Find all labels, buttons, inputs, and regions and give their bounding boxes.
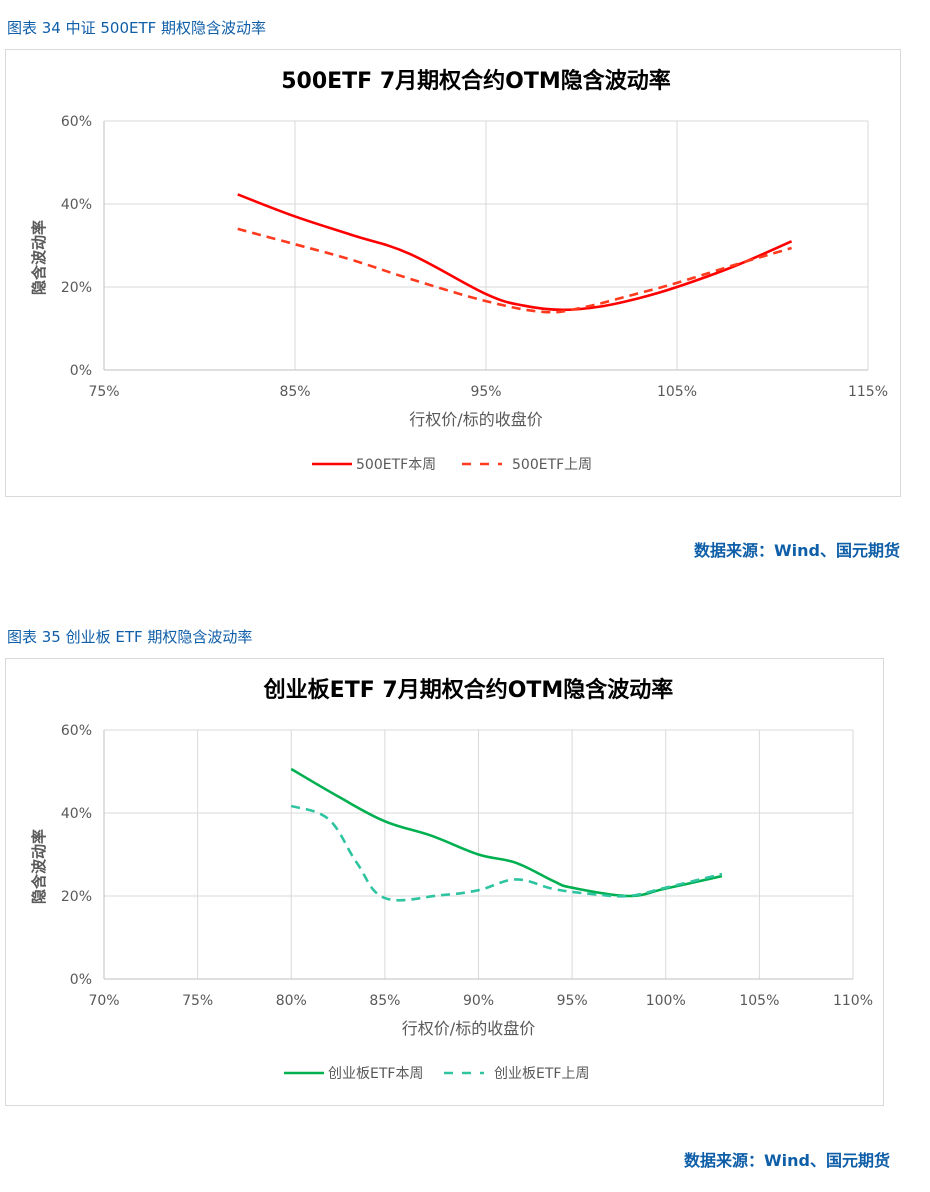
x-tick-label: 95% (470, 384, 501, 400)
y-tick-label: 60% (61, 723, 92, 739)
series-line-this-week (237, 193, 793, 312)
legend-label: 创业板ETF本周 (328, 1066, 423, 1082)
legend: 500ETF本周 500ETF上周 (312, 457, 592, 473)
x-tick-label: 95% (557, 993, 588, 1009)
y-tick-label: 20% (61, 280, 92, 296)
y-axis-label: 隐含波动率 (30, 829, 48, 904)
y-tick-label: 40% (61, 197, 92, 213)
y-tick-label: 60% (61, 114, 92, 130)
x-tick-label: 105% (657, 384, 697, 400)
figure-35-source: 数据来源：Wind、国元期货 (684, 1151, 890, 1170)
x-tick-label: 85% (369, 993, 400, 1009)
x-tick-label: 75% (182, 993, 213, 1009)
x-tick-label: 100% (646, 993, 686, 1009)
chart-chinext-etf: 创业板ETF 7月期权合约OTM隐含波动率 70% 75% 80% 85% 90% 95% 1… (30, 677, 873, 1082)
y-tick-label: 40% (61, 806, 92, 822)
x-axis-label: 行权价/标的收盘价 (402, 1019, 535, 1038)
legend-label: 创业板ETF上周 (494, 1066, 589, 1082)
y-tick-label: 0% (70, 972, 92, 988)
legend-label: 500ETF本周 (356, 457, 436, 473)
chart-500etf-container: 500ETF 7月期权合约OTM隐含波动率 75% 85% 95% 105% 115% 0%… (5, 49, 901, 497)
chart-title: 创业板ETF 7月期权合约OTM隐含波动率 (263, 677, 674, 703)
series-line-this-week (290, 767, 723, 898)
x-tick-label: 80% (276, 993, 307, 1009)
series-line-last-week (237, 227, 792, 314)
figure-34-source: 数据来源：Wind、国元期货 (694, 541, 900, 560)
x-tick-label: 75% (88, 384, 119, 400)
legend-label: 500ETF上周 (512, 457, 592, 473)
grid-lines (103, 729, 854, 980)
legend: 创业板ETF本周 创业板ETF上周 (284, 1066, 589, 1082)
y-tick-label: 20% (61, 889, 92, 905)
chart-chinext-etf-container: 创业板ETF 7月期权合约OTM隐含波动率 70% 75% 80% 85% 90% 95% 1… (5, 658, 884, 1106)
x-tick-label: 85% (279, 384, 310, 400)
x-tick-label: 90% (463, 993, 494, 1009)
figure-34-caption: 图表 34 中证 500ETF 期权隐含波动率 (7, 19, 267, 37)
x-tick-label: 110% (833, 993, 873, 1009)
chart-title: 500ETF 7月期权合约OTM隐含波动率 (281, 68, 671, 94)
x-axis-label: 行权价/标的收盘价 (409, 410, 542, 429)
grid-lines (103, 120, 869, 371)
y-tick-label: 0% (70, 363, 92, 379)
y-axis-label: 隐含波动率 (30, 220, 48, 295)
x-tick-label: 115% (848, 384, 888, 400)
figure-35-caption: 图表 35 创业板 ETF 期权隐含波动率 (7, 628, 253, 646)
x-tick-label: 105% (739, 993, 779, 1009)
x-tick-label: 70% (88, 993, 119, 1009)
series-line-last-week (290, 804, 723, 902)
chart-500etf: 500ETF 7月期权合约OTM隐含波动率 75% 85% 95% 105% 115% 0%… (30, 68, 888, 473)
